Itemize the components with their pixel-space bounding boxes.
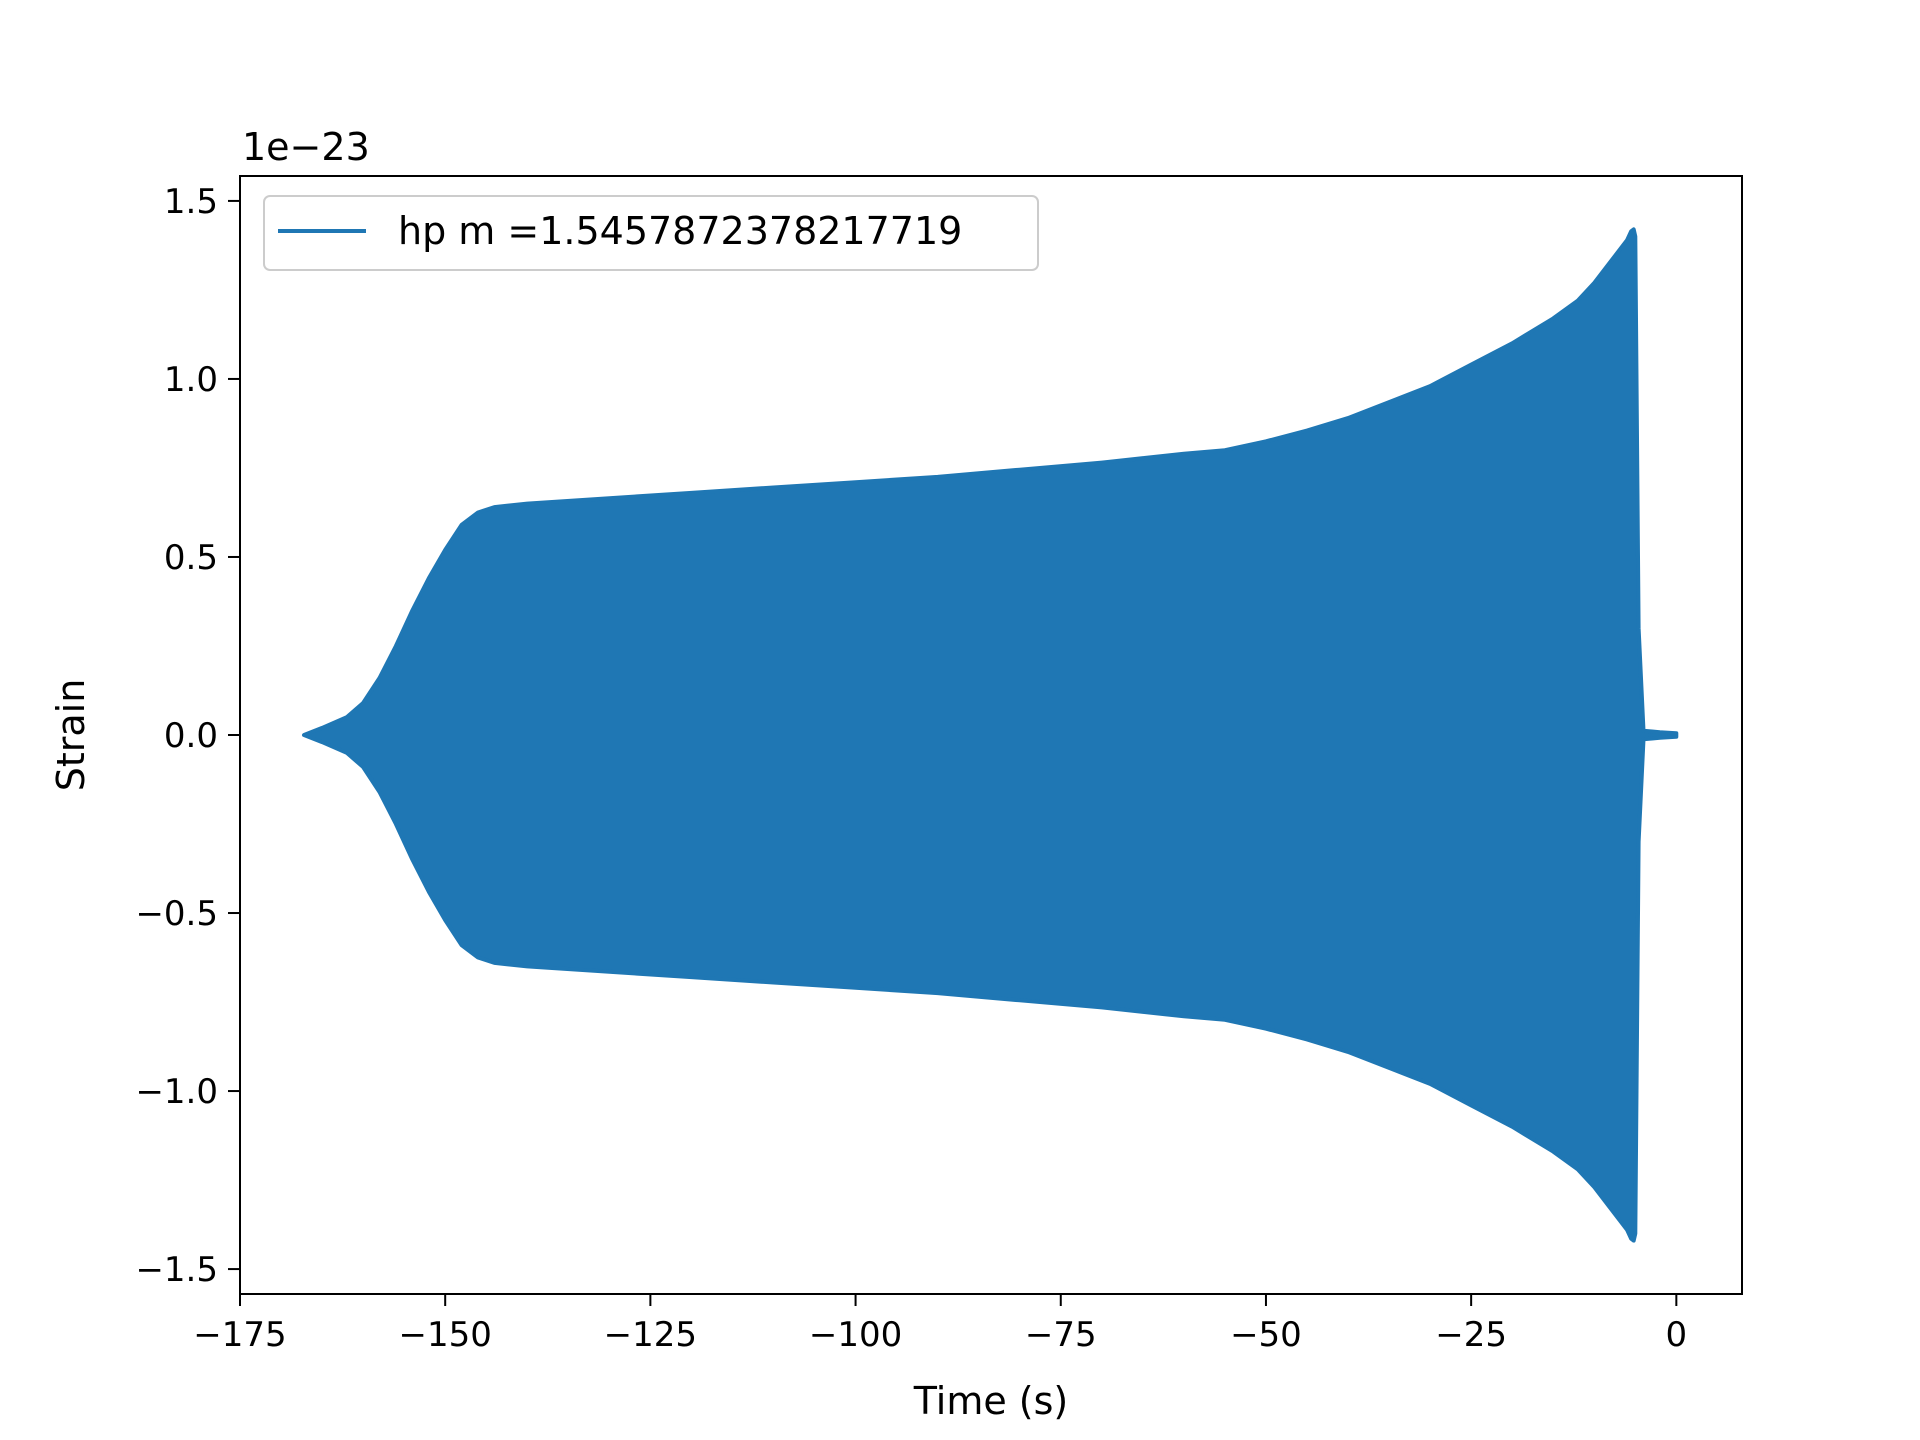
y-tick-label: 1.0 — [164, 360, 218, 400]
x-tick-label: −75 — [1025, 1315, 1097, 1355]
y-tick-label: 1.5 — [164, 182, 218, 222]
legend: hp m =1.5457872378217719 — [263, 195, 1039, 271]
x-tick-label: −175 — [193, 1315, 286, 1355]
y-tick-label: −1.0 — [135, 1072, 218, 1112]
y-tick-label: 0.5 — [164, 538, 218, 578]
legend-box — [263, 195, 1039, 271]
x-axis-label: Time (s) — [913, 1379, 1069, 1423]
legend-entry-label: hp m =1.5457872378217719 — [398, 209, 962, 253]
y-tick-label: −0.5 — [135, 894, 218, 934]
x-tick-label: −150 — [398, 1315, 491, 1355]
y-tick-label: 0.0 — [164, 716, 218, 756]
y-axis: 1.5 1.0 0.5 0.0 −0.5 −1.0 −1.5 — [135, 182, 240, 1290]
x-tick-label: −50 — [1230, 1315, 1302, 1355]
y-axis-label: Strain — [49, 679, 93, 792]
y-tick-label: −1.5 — [135, 1250, 218, 1290]
plot-area — [302, 227, 1679, 1243]
y-offset-label: 1e−23 — [242, 125, 370, 169]
x-tick-label: −25 — [1435, 1315, 1507, 1355]
x-axis: −175 −150 −125 −100 −75 −50 −25 0 — [193, 1294, 1687, 1355]
x-tick-label: −100 — [809, 1315, 902, 1355]
x-tick-label: −125 — [604, 1315, 697, 1355]
series-waveform — [302, 227, 1679, 1243]
x-tick-label: 0 — [1666, 1315, 1688, 1355]
